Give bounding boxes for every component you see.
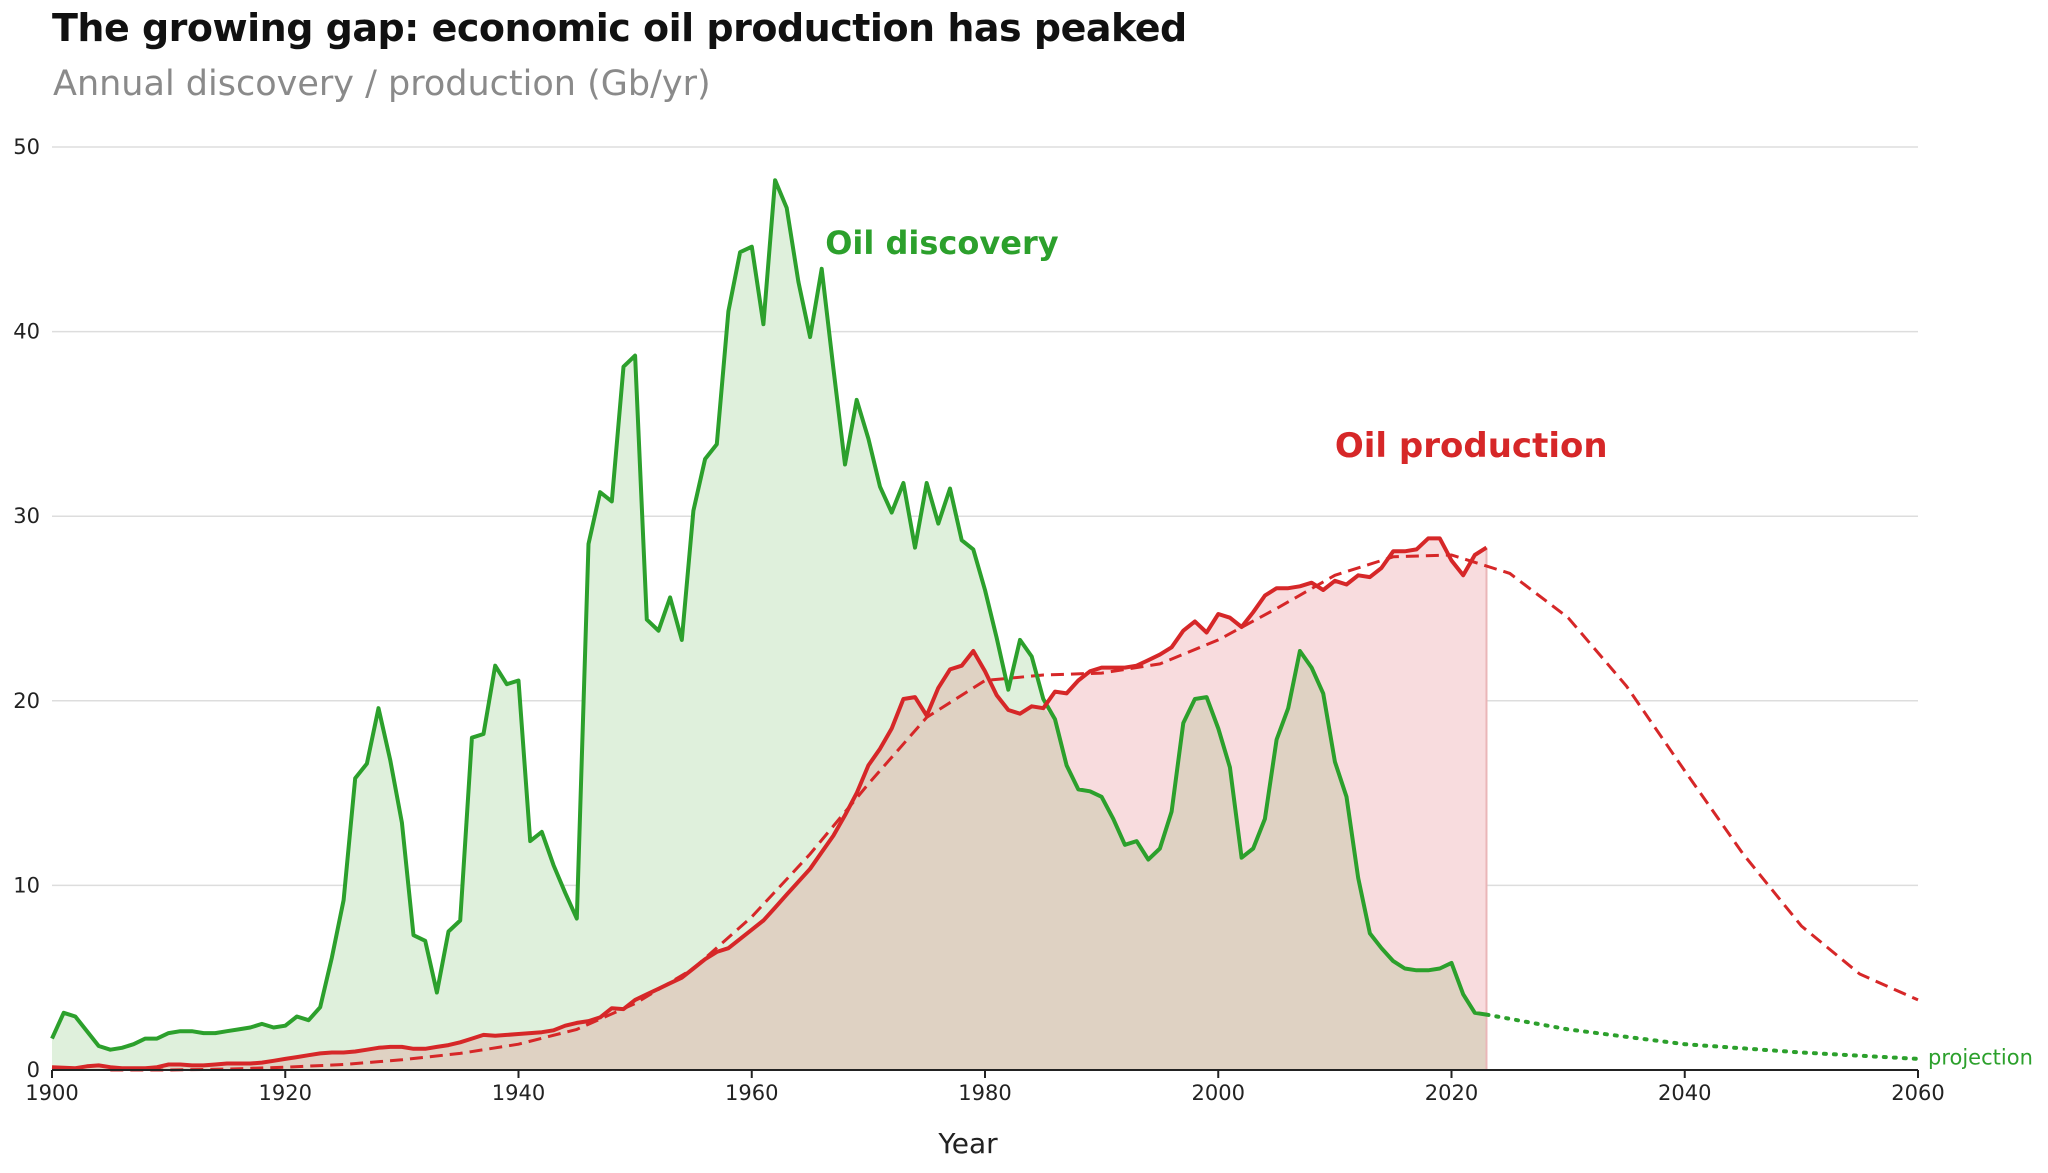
discovery-line — [50, 178, 1487, 1052]
axis-layer: 1900 1920 1940 1960 1980 2000 2020 2040 20600102… — [13, 135, 1944, 1105]
x-tick-label-1920: 1920 — [259, 1081, 312, 1105]
x-tick-label-1980: 1980 — [958, 1081, 1011, 1105]
y-tick-label-40: 40 — [13, 320, 40, 344]
overlap-area — [52, 651, 1487, 1070]
x-tick-label-2020: 2020 — [1425, 1081, 1478, 1105]
x-axis-label: Year — [937, 1127, 998, 1160]
y-tick-label-50: 50 — [13, 135, 40, 159]
discovery-projection-line — [1484, 1012, 1920, 1061]
line-layer — [50, 178, 1920, 1072]
fill-layer — [52, 180, 1488, 1070]
chart-subtitle: Annual discovery / production (Gb/yr) — [53, 64, 711, 104]
production-line — [51, 536, 1488, 1071]
y-tick-label-20: 20 — [13, 689, 40, 713]
x-tick-label-2060: 2060 — [1891, 1081, 1944, 1105]
x-tick-label-1940: 1940 — [492, 1081, 545, 1105]
label-oil-production: Oil production — [1335, 426, 1608, 466]
x-tick-label-2040: 2040 — [1658, 1081, 1711, 1105]
y-tick-label-10: 10 — [13, 873, 40, 897]
production-model-line — [110, 553, 1919, 1072]
label-oil-discovery: Oil discovery — [825, 224, 1059, 262]
y-tick-label-30: 30 — [13, 504, 40, 528]
label-projection: projection — [1928, 1045, 2033, 1069]
chart-title: The growing gap: economic oil production… — [52, 6, 1187, 50]
x-tick-label-1960: 1960 — [725, 1081, 778, 1105]
x-tick-label-1900: 1900 — [25, 1081, 78, 1105]
y-tick-label-0: 0 — [27, 1058, 40, 1082]
x-tick-label-2000: 2000 — [1192, 1081, 1245, 1105]
